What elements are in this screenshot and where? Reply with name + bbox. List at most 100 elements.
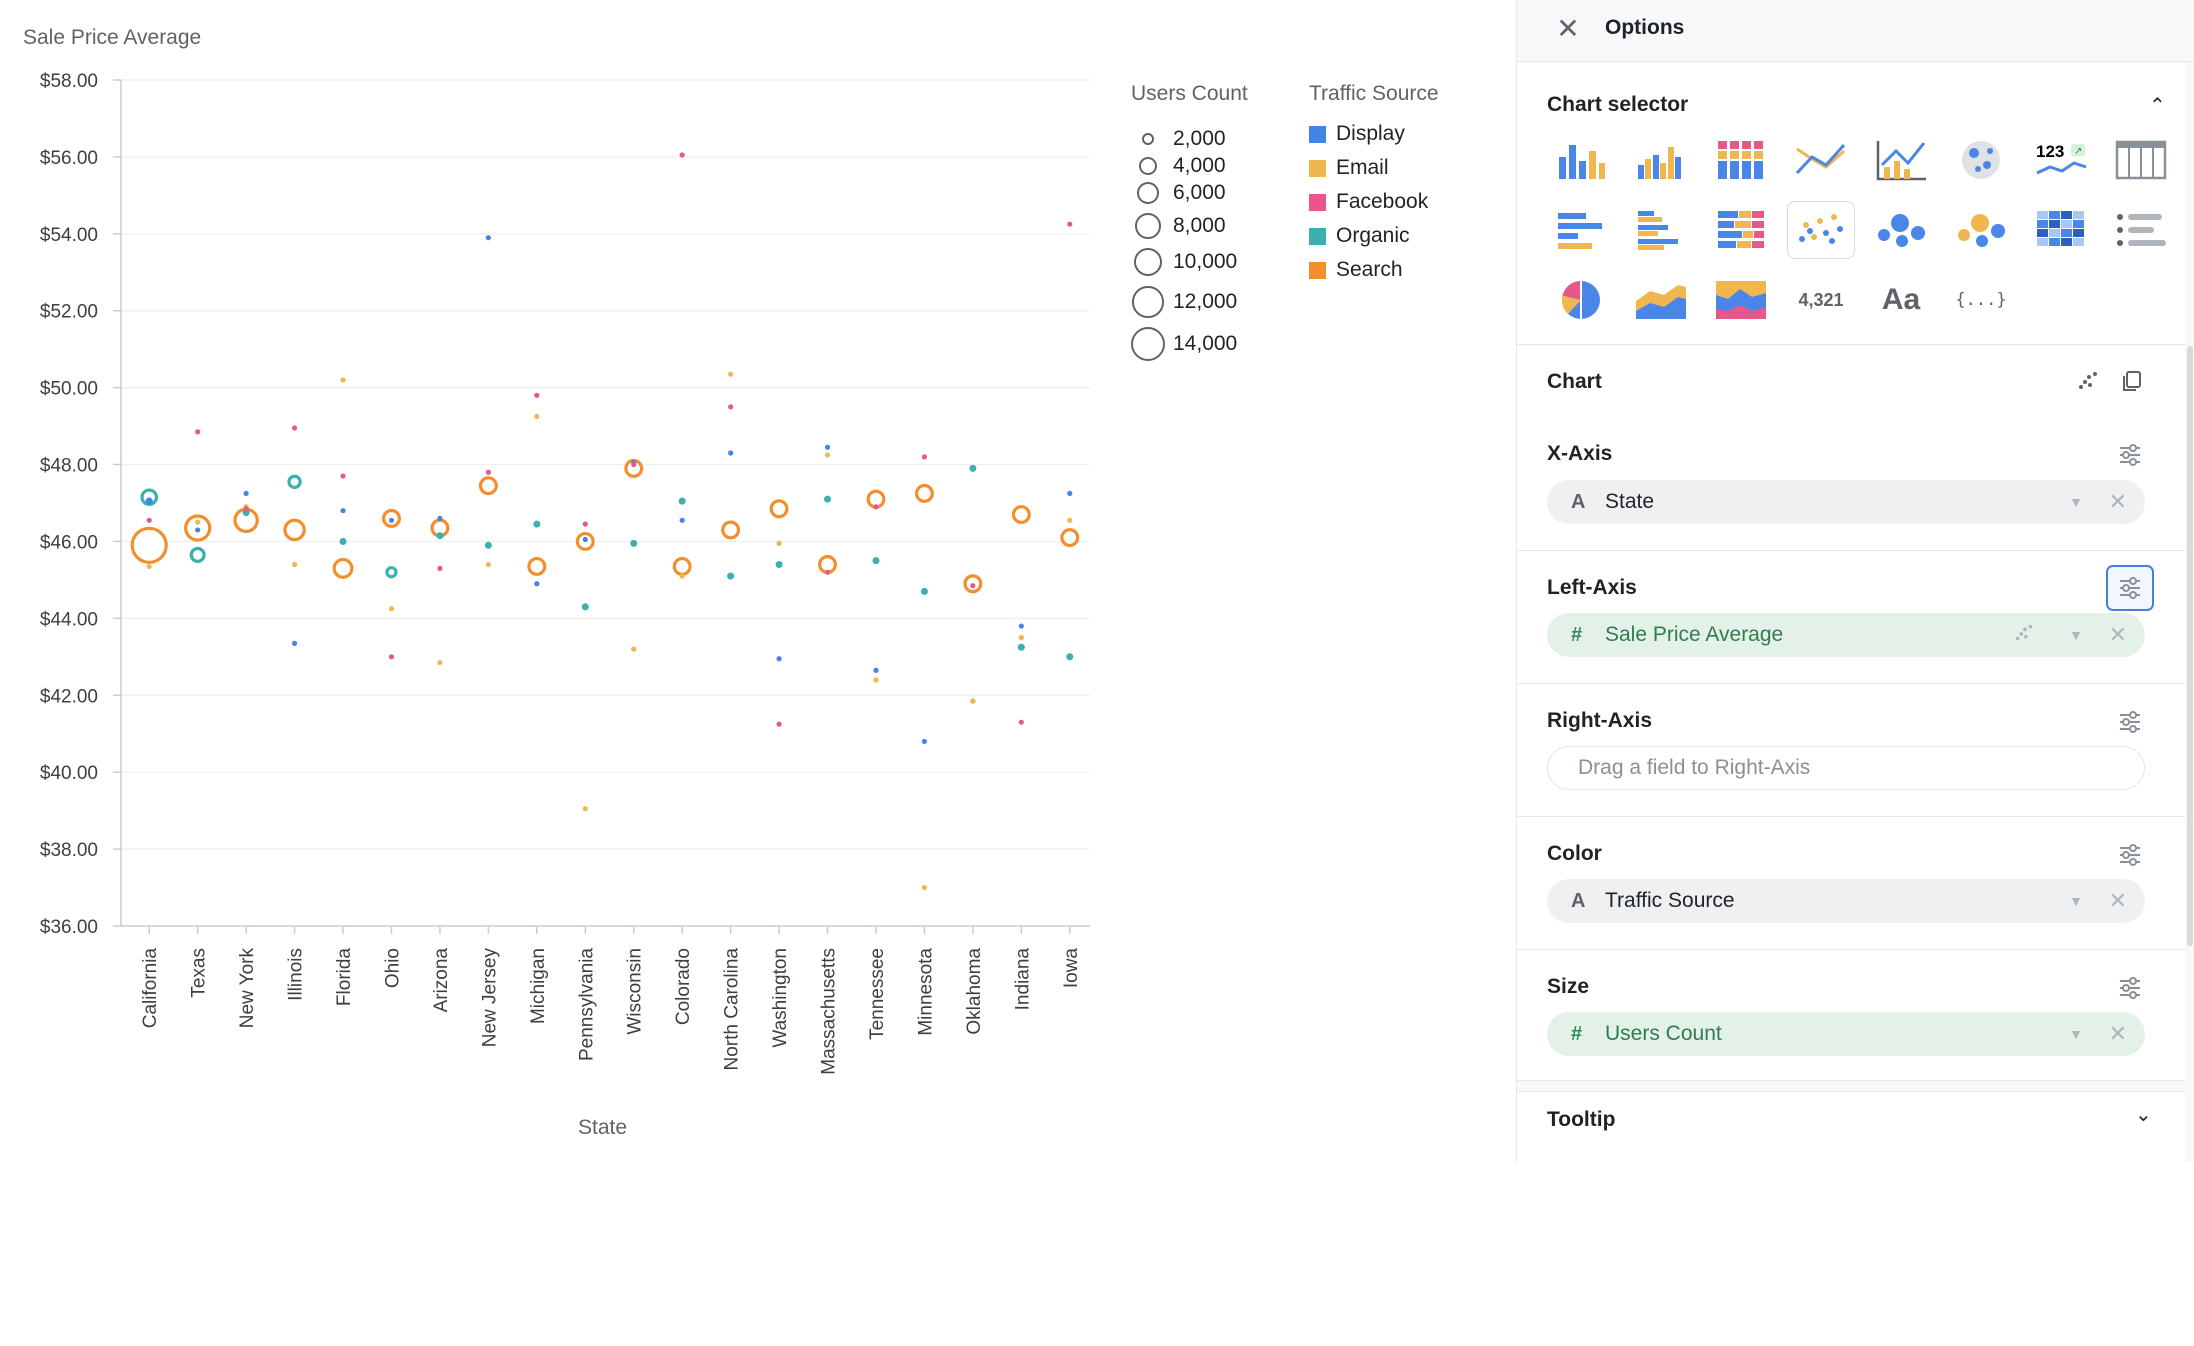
stacked-horizontal-bar-icon[interactable] [1709, 203, 1773, 257]
y-tick-label: $36.00 [40, 917, 98, 938]
x-axis-settings-icon[interactable] [2115, 440, 2145, 470]
dropdown-arrow-icon[interactable]: ▼ [2069, 893, 2083, 909]
data-point-display [195, 527, 201, 533]
color-settings-icon[interactable] [2115, 840, 2145, 870]
size-legend-circle [1132, 286, 1164, 318]
bubble-chart-icon[interactable] [1869, 203, 1933, 257]
size-legend-label: 10,000 [1173, 250, 1238, 273]
chevron-down-icon[interactable]: ⌄ [2135, 1104, 2152, 1126]
x-tick-label: Illinois [286, 948, 307, 1001]
list-chart-icon[interactable] [2109, 203, 2173, 257]
number-chart-icon[interactable]: 4,321 [1789, 273, 1853, 327]
remove-icon[interactable]: ✕ [2108, 888, 2127, 913]
color-legend-title: Traffic Source [1309, 82, 1439, 105]
dropdown-arrow-icon[interactable]: ▼ [2069, 627, 2083, 643]
size-legend-circle [1133, 247, 1163, 277]
color-legend-item[interactable]: Display [1309, 119, 1405, 149]
size-legend-circle [1138, 156, 1158, 176]
size-title-label: Size [1547, 975, 1590, 998]
y-tick-label: $56.00 [40, 148, 98, 169]
data-point-display [340, 508, 346, 514]
remove-icon[interactable]: ✕ [2108, 1021, 2127, 1046]
data-point-organic [775, 561, 783, 569]
number-icon-text: 4,321 [1798, 289, 1844, 310]
copy-icon[interactable] [2117, 366, 2147, 396]
horizontal-bar-chart-icon[interactable] [1549, 203, 1613, 257]
data-point-email [728, 371, 734, 377]
table-chart-icon[interactable] [2109, 133, 2173, 187]
color-field-pill[interactable]: A Traffic Source ▼ ✕ [1547, 879, 2145, 923]
size-settings-icon[interactable] [2115, 973, 2145, 1003]
size-field-pill[interactable]: # Users Count ▼ ✕ [1547, 1012, 2145, 1056]
y-tick-label: $38.00 [40, 840, 98, 861]
chart-area: Sale Price Average $36.00 $38.00 $40.00 $42… [23, 26, 1439, 1139]
text-chart-icon[interactable]: Aa [1869, 273, 1933, 327]
color-legend-label: Search [1336, 258, 1403, 281]
panel-scrollbar[interactable] [2187, 346, 2193, 946]
size-legend-item: 8,000 [1131, 211, 1226, 241]
data-point-email [1018, 634, 1024, 641]
combo-chart-icon[interactable] [1869, 133, 1933, 187]
grouped-bar-chart-icon[interactable] [1629, 133, 1693, 187]
scatter-chart-icon[interactable] [1787, 201, 1855, 259]
color-legend-item[interactable]: Search [1309, 255, 1403, 285]
data-point-organic [678, 497, 686, 505]
size-legend-item: 14,000 [1131, 327, 1237, 361]
data-point-organic [727, 572, 735, 580]
area-chart-icon[interactable] [1629, 273, 1693, 327]
size-legend-label: 6,000 [1173, 181, 1226, 204]
color-legend-item[interactable]: Organic [1309, 221, 1410, 251]
text-type-icon: A [1571, 889, 1586, 912]
map-chart-icon[interactable] [1949, 133, 2013, 187]
line-chart-icon[interactable] [1789, 133, 1853, 187]
x-axis-field-pill[interactable]: A State ▼ ✕ [1547, 480, 2145, 524]
remove-icon[interactable]: ✕ [2108, 489, 2127, 514]
scatter-mini-icon[interactable] [2013, 623, 2035, 648]
heatmap-chart-icon[interactable] [2029, 203, 2093, 257]
data-point-organic [287, 474, 302, 490]
y-tick-label: $52.00 [40, 302, 98, 323]
colored-bubble-chart-icon[interactable] [1949, 203, 2013, 257]
data-point-email [534, 413, 540, 420]
metric-icon-text: 123 [2036, 142, 2064, 161]
scatter-settings-icon[interactable] [2073, 366, 2103, 396]
data-point-display [1018, 623, 1024, 629]
data-point-display [388, 517, 395, 523]
data-point-facebook [195, 429, 201, 435]
x-tick-label: Texas [189, 948, 210, 998]
data-point-search [672, 556, 692, 576]
stacked-area-chart-icon[interactable] [1709, 273, 1773, 327]
color-legend-label: Organic [1336, 224, 1410, 247]
data-point-organic [1066, 653, 1074, 661]
divider [1517, 1080, 2185, 1092]
grouped-horizontal-bar-icon[interactable] [1629, 203, 1693, 257]
scatter-chart: $36.00 $38.00 $40.00 $42.00 $44.00 $46.00 $48.… [40, 71, 1090, 1075]
left-axis-settings-icon[interactable] [2106, 565, 2154, 611]
data-point-display [582, 536, 588, 543]
json-chart-icon[interactable]: {...} [1949, 273, 2013, 327]
bar-chart-icon[interactable] [1549, 133, 1613, 187]
close-icon[interactable]: ✕ [1556, 13, 1580, 44]
svg-text:↗: ↗ [2074, 146, 2082, 157]
color-legend-item[interactable]: Facebook [1309, 187, 1428, 217]
text-type-icon: A [1571, 490, 1586, 513]
data-point-email [340, 377, 346, 383]
data-point-facebook [534, 392, 540, 398]
remove-icon[interactable]: ✕ [2108, 622, 2127, 647]
left-axis-field-pill[interactable]: # Sale Price Average ▼ ✕ [1547, 613, 2145, 657]
right-axis-settings-icon[interactable] [2115, 707, 2145, 737]
pie-chart-icon[interactable] [1549, 273, 1613, 327]
dropdown-arrow-icon[interactable]: ▼ [2069, 494, 2083, 510]
chart-config-section: Chart X-Axis A State ▼ ✕ Left-Axis # Sal… [1517, 346, 2185, 1346]
chevron-up-icon[interactable]: ⌃ [2149, 95, 2166, 117]
metric-trend-icon[interactable]: 123 ↗ [2029, 133, 2093, 187]
size-legend-item: 10,000 [1131, 247, 1237, 277]
dropdown-arrow-icon[interactable]: ▼ [2069, 1026, 2083, 1042]
stacked-bar-chart-icon[interactable] [1709, 133, 1773, 187]
json-icon-text: {...} [1955, 290, 2007, 310]
options-panel: ✕ Options Chart selector ⌃ 123 ↗ [1516, 0, 2194, 1346]
right-axis-dropzone[interactable]: Drag a field to Right-Axis [1547, 746, 2145, 790]
y-tick-label: $54.00 [40, 225, 98, 246]
data-point-organic [581, 603, 589, 611]
color-legend-item[interactable]: Email [1309, 153, 1389, 183]
